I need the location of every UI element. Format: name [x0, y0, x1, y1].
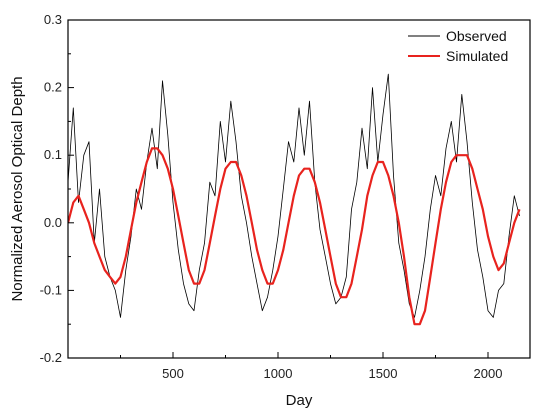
- x-tick-label: 1000: [264, 366, 293, 381]
- x-axis-title: Day: [286, 392, 313, 409]
- legend: Observed Simulated: [408, 28, 508, 64]
- y-tick-label: 0.0: [44, 215, 62, 230]
- y-tick-label: 0.3: [44, 12, 62, 27]
- x-tick-label: 1500: [369, 366, 398, 381]
- series-line-observed: [68, 73, 520, 318]
- y-axis-title: Normalized Aerosol Optical Depth: [9, 76, 26, 301]
- y-axis: -0.2 -0.1 0.0 0.1 0.2 0.3: [40, 12, 74, 365]
- series-layer: [68, 73, 521, 326]
- x-axis: 500 1000 1500 2000: [120, 352, 503, 381]
- x-tick-label: 2000: [474, 366, 503, 381]
- y-tick-label: -0.2: [40, 350, 62, 365]
- series-line-simulated: [68, 147, 521, 326]
- y-tick-label: 0.2: [44, 80, 62, 95]
- legend-label-observed: Observed: [446, 28, 507, 44]
- y-tick-label: 0.1: [44, 147, 62, 162]
- legend-label-simulated: Simulated: [446, 48, 508, 64]
- x-tick-label: 500: [162, 366, 184, 381]
- plot-frame: [67, 19, 531, 359]
- y-tick-label: -0.1: [40, 282, 62, 297]
